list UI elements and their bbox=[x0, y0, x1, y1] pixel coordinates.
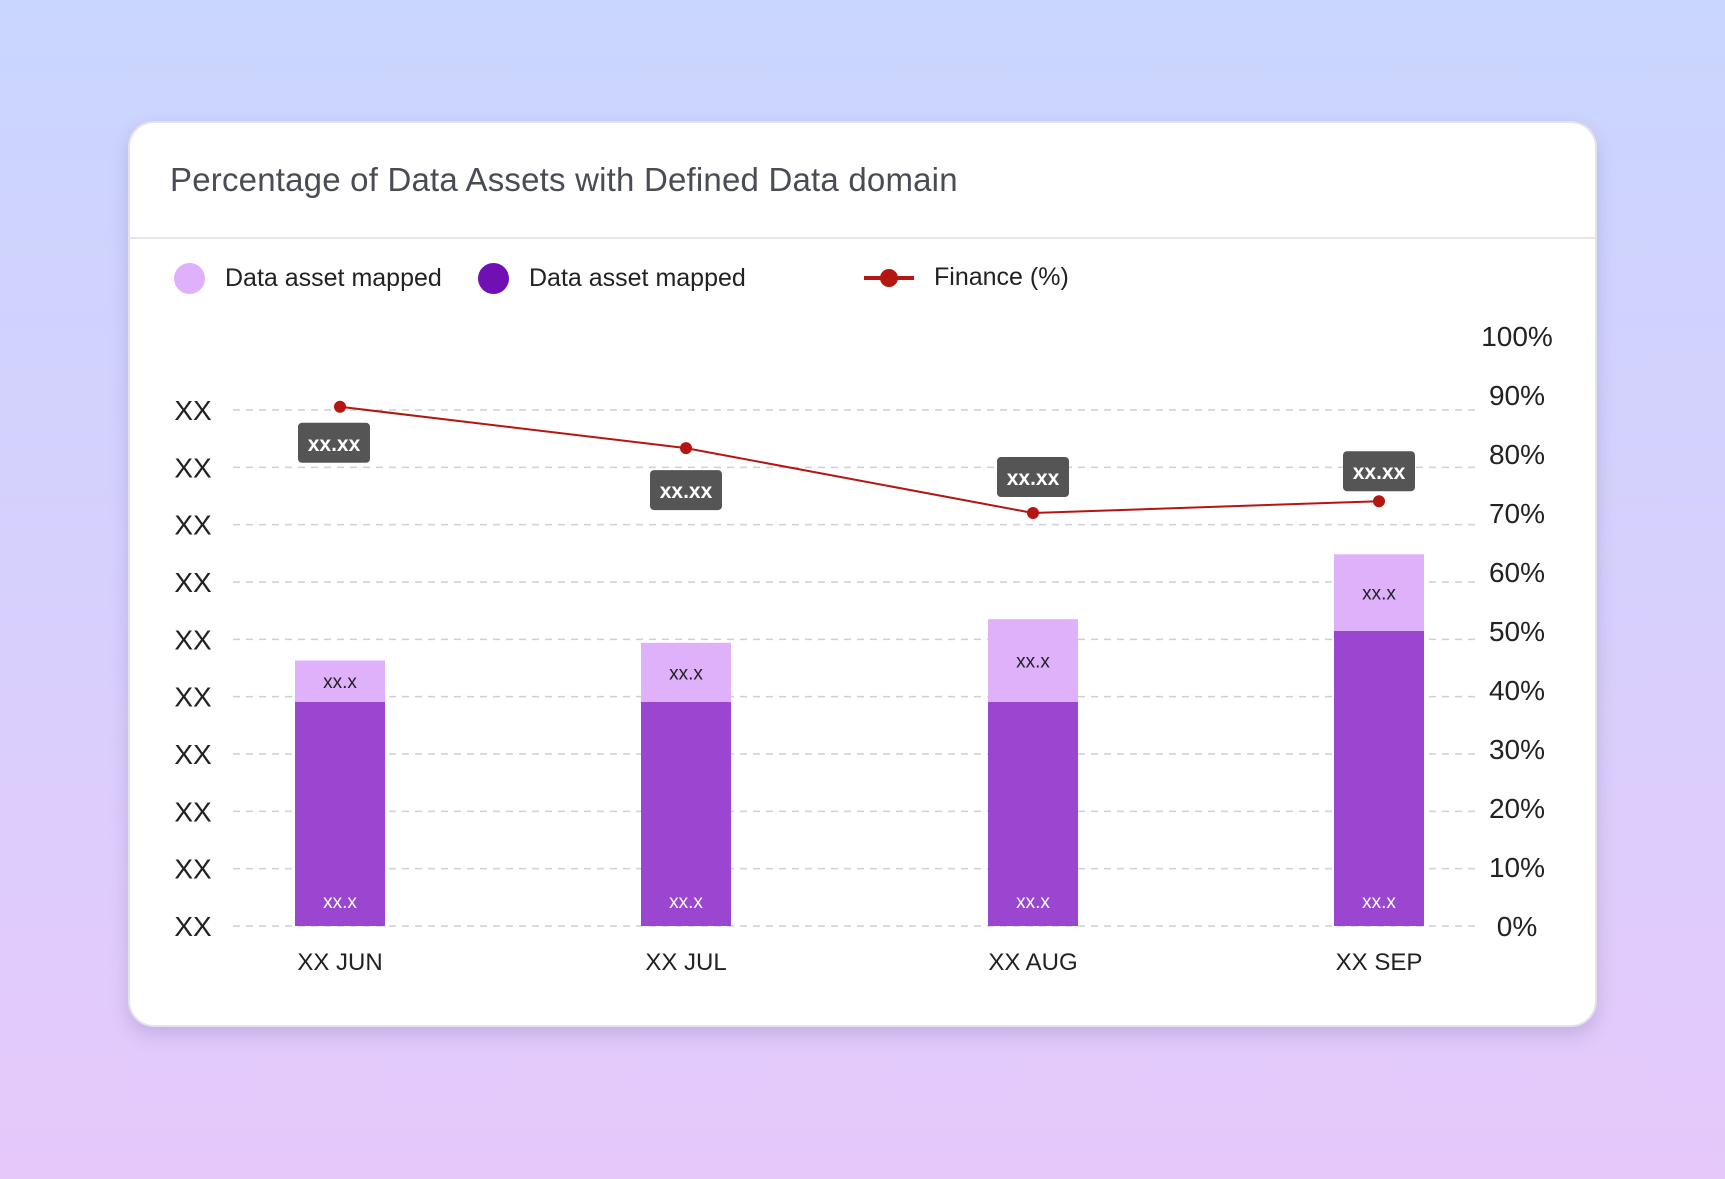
right-axis-tick-label: 100% bbox=[1481, 321, 1553, 352]
legend-item-light[interactable]: Data asset mapped bbox=[174, 263, 442, 294]
left-axis-tick-label: XX bbox=[174, 854, 212, 885]
x-axis-category-label: XX SEP bbox=[1336, 949, 1423, 976]
legend-item-dark[interactable]: Data asset mapped bbox=[478, 263, 746, 294]
legend-label-light: Data asset mapped bbox=[225, 264, 442, 292]
bar-top-value-label: xx.x bbox=[1362, 584, 1396, 605]
left-axis-tick-label: XX bbox=[174, 911, 212, 942]
x-axis-category-label: XX AUG bbox=[988, 949, 1077, 976]
bar-segment-base bbox=[641, 701, 731, 926]
finance-value-badge bbox=[1343, 451, 1415, 492]
legend-item-finance[interactable]: Finance (%) bbox=[864, 263, 1069, 292]
left-axis-tick-label: XX bbox=[174, 796, 212, 827]
left-axis-tick-label: XX bbox=[174, 567, 212, 598]
bar-top-value-label: xx.x bbox=[323, 672, 357, 693]
legend-swatch-dark bbox=[478, 263, 509, 294]
bar-segment-top bbox=[1334, 554, 1424, 631]
finance-value-badge bbox=[997, 457, 1069, 497]
x-axis-category-label: XX JUN bbox=[297, 949, 382, 976]
bar-top-value-label: xx.x bbox=[669, 663, 703, 684]
right-axis-tick-label: 20% bbox=[1489, 793, 1545, 824]
right-axis-tick-label: 30% bbox=[1489, 734, 1545, 765]
bar-base-value-label: xx.x bbox=[323, 892, 357, 913]
bar-segment-base bbox=[1334, 631, 1424, 926]
legend-label-dark: Data asset mapped bbox=[529, 264, 746, 292]
title-divider bbox=[130, 237, 1595, 239]
finance-value-badge bbox=[298, 422, 370, 463]
finance-value-label: xx.xx bbox=[1353, 461, 1406, 484]
finance-point bbox=[1373, 495, 1385, 508]
right-axis-tick-label: 90% bbox=[1489, 380, 1545, 411]
legend-swatch-light bbox=[174, 263, 205, 294]
x-axis-category-label: XX JUL bbox=[645, 949, 726, 976]
right-axis-tick-label: 60% bbox=[1489, 557, 1545, 588]
right-axis-tick-label: 40% bbox=[1489, 675, 1545, 706]
right-axis-tick-label: 80% bbox=[1489, 439, 1545, 470]
bar-base-value-label: xx.x bbox=[1362, 892, 1396, 913]
bar-segment-top bbox=[988, 619, 1078, 702]
finance-point bbox=[334, 400, 346, 413]
left-axis-tick-label: XX bbox=[174, 510, 212, 541]
right-axis-tick-label: 0% bbox=[1497, 911, 1537, 942]
right-axis-tick-label: 50% bbox=[1489, 616, 1545, 647]
finance-point bbox=[680, 442, 692, 455]
right-axis-tick-label: 70% bbox=[1489, 498, 1545, 529]
legend-label-finance: Finance (%) bbox=[934, 263, 1069, 291]
bar-base-value-label: xx.x bbox=[669, 892, 703, 913]
bar-segment-top bbox=[295, 660, 385, 702]
bar-segment-base bbox=[988, 701, 1078, 926]
left-axis-tick-label: XX bbox=[174, 682, 212, 713]
finance-value-label: xx.xx bbox=[308, 433, 361, 456]
right-axis-tick-label: 10% bbox=[1489, 852, 1545, 883]
bar-base-value-label: xx.x bbox=[1016, 892, 1050, 913]
bar-segment-top bbox=[641, 642, 731, 702]
left-axis-tick-label: XX bbox=[174, 624, 212, 655]
finance-value-label: xx.xx bbox=[660, 480, 713, 503]
left-axis-tick-label: XX bbox=[174, 395, 212, 426]
finance-value-label: xx.xx bbox=[1007, 467, 1060, 490]
finance-value-badge bbox=[650, 470, 722, 511]
chart-title: Percentage of Data Assets with Defined D… bbox=[170, 161, 958, 198]
left-axis-tick-label: XX bbox=[174, 452, 212, 483]
bar-segment-base bbox=[295, 701, 385, 926]
bar-top-value-label: xx.x bbox=[1016, 652, 1050, 673]
finance-line bbox=[339, 405, 1380, 515]
legend-line-swatch bbox=[864, 267, 914, 289]
finance-point bbox=[1027, 507, 1039, 519]
left-axis-tick-label: XX bbox=[174, 739, 212, 770]
